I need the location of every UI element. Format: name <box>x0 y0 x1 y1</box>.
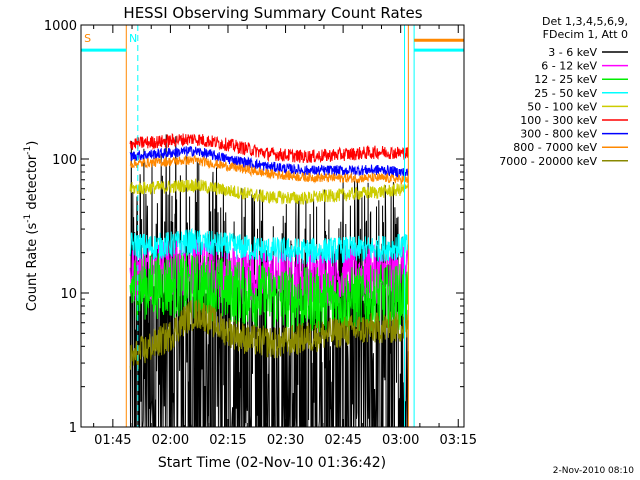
legend-label: 300 - 800 keV <box>520 128 597 141</box>
legend: Det 1,3,4,5,6,9, FDecim 1, Att 0 3 - 6 k… <box>499 15 628 168</box>
legend-label: 6 - 12 keV <box>541 60 597 73</box>
x-tick-label: 02:45 <box>324 433 361 448</box>
y-tick-label: 1 <box>69 421 77 436</box>
flag-label: S <box>84 32 91 45</box>
series-trace <box>129 154 409 185</box>
y-tick-label: 10 <box>60 287 77 302</box>
legend-label: 25 - 50 keV <box>534 87 597 100</box>
legend-label: 50 - 100 keV <box>527 100 597 113</box>
series-trace <box>129 132 409 164</box>
legend-label: 7000 - 20000 keV <box>499 155 597 168</box>
x-tick-label: 03:00 <box>382 433 419 448</box>
y-axis-label: Count Rate (s-1 detector-1) <box>23 141 40 312</box>
flag-label: N <box>129 32 137 45</box>
y-tick-label: 1000 <box>44 19 77 34</box>
y-tick-label: 100 <box>52 153 77 168</box>
legend-label: 12 - 25 keV <box>534 73 597 86</box>
legend-label: 800 - 7000 keV <box>513 141 597 154</box>
plot-frame <box>80 24 465 428</box>
series-trace <box>129 145 409 179</box>
x-tick-label: 03:15 <box>440 433 477 448</box>
y-axis-label-sup: -1 <box>23 146 33 155</box>
series-layer <box>129 132 409 429</box>
series-trace <box>129 134 409 429</box>
series-trace <box>129 252 409 334</box>
series-trace <box>129 227 409 265</box>
footer-date: 2-Nov-2010 08:10 <box>553 466 635 476</box>
x-tick-label: 02:30 <box>267 433 304 448</box>
y-axis-label-sup: -1 <box>23 214 33 223</box>
legend-header-line: FDecim 1, Att 0 <box>543 28 628 41</box>
series-trace <box>129 299 409 370</box>
plot-area: S N 1 10 100 1000 01:45 02:00 02:15 02:30 02:45 03… <box>44 19 477 448</box>
chart-title: HESSI Observing Summary Count Rates <box>123 4 422 22</box>
x-tick-label: 02:15 <box>209 433 246 448</box>
series-trace <box>129 178 409 206</box>
tick-layer: 1 10 100 1000 01:45 02:00 02:15 02:30 02:45 03:00… <box>44 19 477 448</box>
y-axis-label-part: detector <box>25 154 40 214</box>
legend-header-line: Det 1,3,4,5,6,9, <box>542 15 628 28</box>
x-tick-label: 02:00 <box>152 433 189 448</box>
x-tick-label: 01:45 <box>94 433 131 448</box>
legend-label: 3 - 6 keV <box>548 46 597 59</box>
legend-label: 100 - 300 keV <box>520 114 597 127</box>
x-axis-label: Start Time (02-Nov-10 01:36:42) <box>158 455 386 471</box>
y-axis-label-part: Count Rate (s <box>25 223 40 312</box>
y-axis-label-part: ) <box>25 141 40 146</box>
